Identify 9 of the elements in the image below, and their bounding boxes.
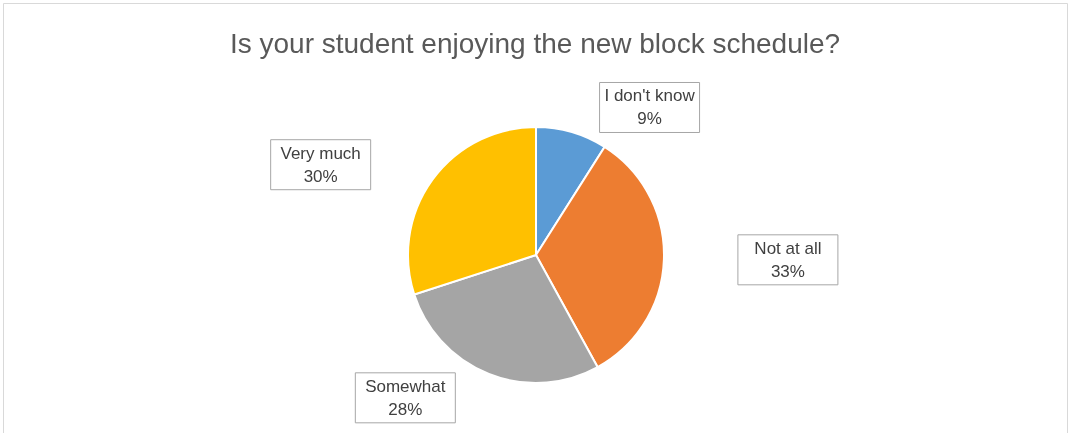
slice-label: Somewhat [365, 376, 446, 396]
data-label: 33% [770, 261, 805, 281]
slice-label: Not at all [754, 238, 822, 258]
data-label: 9% [637, 109, 662, 129]
slice-label: I don't know [604, 86, 696, 106]
data-label: 30% [303, 166, 338, 186]
slice-label: Very much [280, 143, 361, 163]
data-label: 28% [388, 399, 423, 419]
chart-title: Is your student enjoying the new block schedule? [229, 28, 841, 59]
